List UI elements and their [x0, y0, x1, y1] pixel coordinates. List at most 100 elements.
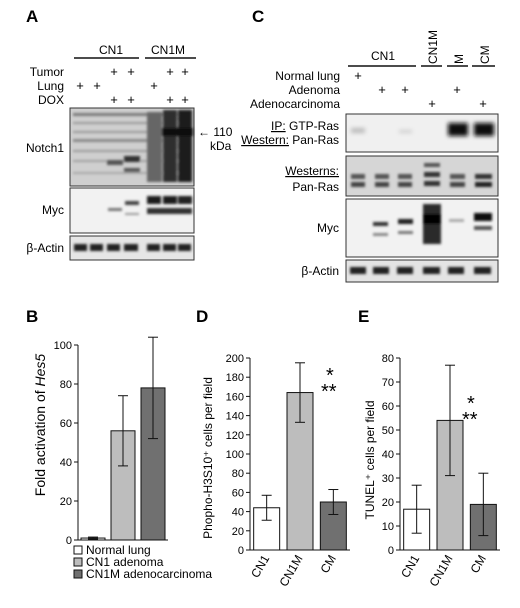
- legend-swatch: [73, 569, 83, 579]
- panel-e-star-1: *: [467, 393, 475, 415]
- y-tick-label: 40: [232, 507, 244, 519]
- condition-lung-label: Lung: [37, 79, 64, 93]
- actin-blot-c: [345, 259, 499, 283]
- y-tick-label: 80: [232, 468, 244, 480]
- group-cn1-label-c: CN1: [371, 49, 395, 63]
- notch1-bands: [73, 110, 193, 182]
- western-head: Western:: [241, 133, 289, 147]
- panel-b-ylabel: Fold activation of Hes5: [32, 354, 48, 497]
- condition-mark: +: [93, 78, 101, 93]
- chart-b: 0 20 40 60 80 100: [54, 336, 168, 547]
- y-tick-label: 20: [232, 526, 244, 538]
- y-tick-label: 70: [382, 377, 394, 389]
- y-tick-label: 0: [66, 535, 72, 547]
- condition-mark: +: [354, 68, 362, 83]
- y-tick-label: 180: [226, 372, 244, 384]
- condition-mark: +: [166, 92, 174, 107]
- blot-pan-ras-label: Pan-Ras: [292, 180, 339, 194]
- y-tick-label: 20: [382, 497, 394, 509]
- panel-b: B Fold activation of Hes5 0 20 40 60 80 100 N…: [26, 307, 212, 581]
- y-tick-label: 120: [226, 430, 244, 442]
- y-tick-label: 30: [382, 473, 394, 485]
- blot-myc-label-c: Myc: [317, 221, 339, 235]
- actin-bands-a: [74, 244, 191, 251]
- ip-rest: GTP-Ras: [286, 119, 339, 133]
- panel-d-star-1: *: [326, 365, 334, 387]
- blot-myc-label-a: Myc: [42, 203, 64, 217]
- panel-c: C CN1 CN1M M CM Normal lung Adenoma Aden…: [241, 7, 499, 283]
- group-cm-label-c: CM: [478, 45, 492, 64]
- myc-bands-a: [108, 196, 192, 215]
- panel-a: A CN1 CN1M Tumor Lung DOX + + + + + + + + + + + No…: [26, 7, 233, 261]
- condition-tumor-label: Tumor: [30, 65, 64, 79]
- y-tick-label: 80: [382, 353, 394, 365]
- y-tick-label: 100: [54, 340, 72, 352]
- y-tick-label: 10: [382, 521, 394, 533]
- condition-adenoma-label: Adenoma: [289, 83, 341, 97]
- condition-mark: +: [76, 78, 84, 93]
- condition-mark: +: [181, 64, 189, 79]
- panel-e-ylabel: TUNEL⁺ cells per field: [363, 400, 377, 519]
- y-tick-label: 140: [226, 411, 244, 423]
- condition-mark: +: [453, 82, 461, 97]
- actin-bands-c: [350, 267, 491, 274]
- panel-e-letter: E: [358, 307, 369, 326]
- legend-label: Normal lung: [86, 543, 151, 557]
- condition-mark: +: [479, 96, 487, 111]
- y-tick-label: 60: [382, 401, 394, 413]
- condition-dox-label: DOX: [38, 93, 64, 107]
- western-rest: Pan-Ras: [289, 133, 339, 147]
- ip-head: IP:: [271, 119, 286, 133]
- panel-c-letter: C: [252, 7, 264, 26]
- gtp-ras-bands: [351, 123, 494, 136]
- panel-a-condition-marks: + + + + + + + + + + +: [76, 64, 189, 107]
- legend-swatch: [73, 557, 83, 567]
- ip-label: IP: GTP-Ras: [271, 119, 339, 133]
- pan-ras-blot: [345, 155, 499, 197]
- condition-mark: +: [110, 64, 118, 79]
- condition-mark: +: [401, 82, 409, 97]
- pan-ras-bands: [351, 163, 492, 187]
- x-tick-label: CN1: [398, 552, 422, 580]
- x-tick-label: CM: [467, 553, 488, 576]
- western-label: Western: Pan-Ras: [241, 133, 339, 147]
- y-tick-label: 0: [388, 545, 394, 557]
- panel-d: D Phopho-H3S10⁺ cells per field 0 20 40 60 8…: [196, 307, 350, 589]
- x-tick-label: CN1M: [426, 553, 455, 589]
- panel-e-star-2: **: [462, 409, 478, 431]
- blot-actin-label-c: β-Actin: [301, 264, 339, 278]
- condition-normal-lung-label: Normal lung: [275, 69, 340, 83]
- blot-actin-label-a: β-Actin: [26, 241, 64, 255]
- group-cn1-label: CN1: [99, 43, 123, 57]
- group-cn1m-label-c: CN1M: [426, 30, 440, 64]
- condition-mark: +: [181, 92, 189, 107]
- group-cn1m-label: CN1M: [151, 43, 185, 57]
- x-tick-label: CN1: [248, 552, 272, 580]
- condition-mark: +: [127, 92, 135, 107]
- y-tick-label: 20: [60, 496, 72, 508]
- panel-b-ylabel-prefix: Fold activation of: [32, 386, 48, 496]
- gtp-ras-blot: [345, 113, 499, 153]
- chart-d: 0 20 40 60 80 100 120 140 160 180 200 CN1 CN1M CM: [226, 353, 350, 589]
- blot-notch1-label: Notch1: [26, 141, 64, 155]
- condition-mark: +: [150, 78, 158, 93]
- y-tick-label: 200: [226, 353, 244, 365]
- y-tick-label: 60: [232, 487, 244, 499]
- y-tick-label: 50: [382, 425, 394, 437]
- panel-d-letter: D: [196, 307, 208, 326]
- panel-e: E TUNEL⁺ cells per field 0 10 20 30 40 50 60 70…: [358, 307, 500, 589]
- legend-swatch: [73, 545, 83, 555]
- y-tick-label: 80: [60, 379, 72, 391]
- panel-c-condition-marks: + + + + + +: [354, 68, 487, 111]
- y-tick-label: 60: [60, 418, 72, 430]
- condition-mark: +: [428, 96, 436, 111]
- panel-a-letter: A: [26, 7, 38, 26]
- x-tick-label: CN1M: [276, 553, 305, 589]
- y-tick-label: 40: [60, 457, 72, 469]
- y-tick-label: 160: [226, 391, 244, 403]
- y-tick-label: 0: [238, 545, 244, 557]
- condition-mark: +: [110, 92, 118, 107]
- westerns-heading: Westerns:: [285, 164, 339, 178]
